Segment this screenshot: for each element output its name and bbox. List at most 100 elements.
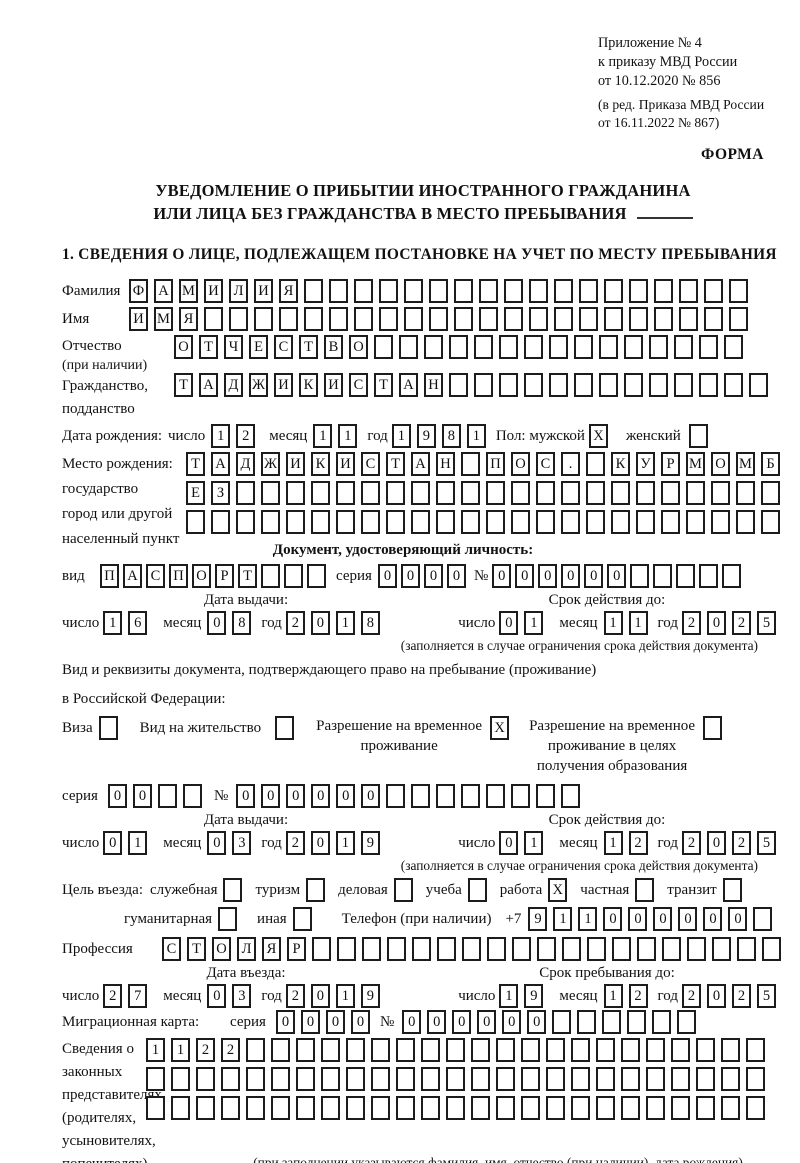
char-cell[interactable]: М: [686, 452, 705, 476]
char-cell[interactable]: У: [636, 452, 655, 476]
char-cell[interactable]: [254, 307, 273, 331]
purpose-tourism-checkbox[interactable]: [306, 878, 326, 902]
char-cell[interactable]: [629, 279, 648, 303]
char-cell[interactable]: 2: [285, 831, 305, 855]
char-cell[interactable]: [521, 1096, 540, 1120]
char-cell[interactable]: О: [212, 937, 231, 961]
char-cell[interactable]: С: [361, 452, 380, 476]
char-cell[interactable]: 2: [682, 831, 701, 855]
char-cell[interactable]: [611, 510, 630, 534]
char-cell[interactable]: 0: [653, 907, 673, 931]
char-cell[interactable]: 0: [103, 831, 123, 855]
char-cell[interactable]: [586, 452, 605, 476]
char-cell[interactable]: И: [204, 279, 223, 303]
char-cell[interactable]: 8: [441, 424, 461, 448]
char-cell[interactable]: С: [146, 564, 165, 588]
char-cell[interactable]: 0: [423, 564, 443, 588]
char-cell[interactable]: П: [169, 564, 188, 588]
char-cell[interactable]: 2: [732, 831, 751, 855]
char-cell[interactable]: [761, 510, 780, 534]
char-cell[interactable]: 1: [603, 984, 623, 1008]
char-cell[interactable]: 0: [207, 984, 227, 1008]
char-cell[interactable]: 0: [402, 1010, 422, 1034]
char-cell[interactable]: 8: [360, 611, 380, 635]
char-cell[interactable]: Я: [179, 307, 198, 331]
char-cell[interactable]: [679, 279, 698, 303]
char-cell[interactable]: Б: [761, 452, 780, 476]
char-cell[interactable]: 0: [300, 1010, 320, 1034]
char-cell[interactable]: [446, 1096, 465, 1120]
char-cell[interactable]: 0: [603, 907, 623, 931]
char-cell[interactable]: [512, 937, 531, 961]
char-cell[interactable]: Ф: [129, 279, 148, 303]
char-cell[interactable]: [686, 510, 705, 534]
char-cell[interactable]: С: [274, 335, 293, 359]
char-cell[interactable]: М: [736, 452, 755, 476]
char-cell[interactable]: Р: [661, 452, 680, 476]
char-cell[interactable]: [329, 307, 348, 331]
char-cell[interactable]: 3: [232, 984, 252, 1008]
char-cell[interactable]: [449, 335, 468, 359]
char-cell[interactable]: [611, 481, 630, 505]
char-cell[interactable]: [746, 1096, 765, 1120]
char-cell[interactable]: [649, 373, 668, 397]
char-cell[interactable]: 2: [285, 984, 305, 1008]
char-cell[interactable]: [321, 1038, 340, 1062]
char-cell[interactable]: Т: [299, 335, 318, 359]
char-cell[interactable]: [661, 481, 680, 505]
char-cell[interactable]: [554, 307, 573, 331]
char-cell[interactable]: [646, 1067, 665, 1091]
char-cell[interactable]: 0: [400, 564, 420, 588]
char-cell[interactable]: [646, 1038, 665, 1062]
char-cell[interactable]: [182, 784, 202, 808]
char-cell[interactable]: [396, 1067, 415, 1091]
char-cell[interactable]: 0: [336, 784, 356, 808]
char-cell[interactable]: И: [324, 373, 343, 397]
char-cell[interactable]: [374, 335, 393, 359]
char-cell[interactable]: Я: [262, 937, 281, 961]
purpose-business-checkbox[interactable]: [393, 878, 413, 902]
char-cell[interactable]: 0: [310, 611, 330, 635]
char-cell[interactable]: .: [561, 452, 580, 476]
char-cell[interactable]: [411, 510, 430, 534]
char-cell[interactable]: К: [611, 452, 630, 476]
char-cell[interactable]: [421, 1067, 440, 1091]
char-cell[interactable]: [546, 1096, 565, 1120]
char-cell[interactable]: 0: [678, 907, 698, 931]
char-cell[interactable]: [236, 510, 255, 534]
char-cell[interactable]: [396, 1038, 415, 1062]
char-cell[interactable]: 5: [757, 611, 776, 635]
purpose-transit-checkbox[interactable]: [722, 878, 742, 902]
char-cell[interactable]: [746, 1038, 765, 1062]
char-cell[interactable]: [454, 279, 473, 303]
char-cell[interactable]: 0: [538, 564, 558, 588]
char-cell[interactable]: [496, 1038, 515, 1062]
char-cell[interactable]: 2: [732, 984, 751, 1008]
char-cell[interactable]: [486, 510, 505, 534]
char-cell[interactable]: [296, 1096, 315, 1120]
char-cell[interactable]: [629, 307, 648, 331]
char-cell[interactable]: 0: [477, 1010, 497, 1034]
char-cell[interactable]: [454, 307, 473, 331]
char-cell[interactable]: 2: [236, 424, 256, 448]
char-cell[interactable]: 0: [207, 611, 227, 635]
char-cell[interactable]: [699, 373, 718, 397]
char-cell[interactable]: [499, 373, 518, 397]
char-cell[interactable]: [354, 307, 373, 331]
char-cell[interactable]: [361, 510, 380, 534]
char-cell[interactable]: П: [100, 564, 119, 588]
char-cell[interactable]: 2: [196, 1038, 215, 1062]
char-cell[interactable]: М: [179, 279, 198, 303]
char-cell[interactable]: [736, 481, 755, 505]
char-cell[interactable]: [511, 481, 530, 505]
char-cell[interactable]: 0: [361, 784, 381, 808]
char-cell[interactable]: И: [129, 307, 148, 331]
char-cell[interactable]: О: [192, 564, 211, 588]
char-cell[interactable]: [621, 1096, 640, 1120]
char-cell[interactable]: [296, 1038, 315, 1062]
char-cell[interactable]: [386, 784, 406, 808]
char-cell[interactable]: 0: [310, 984, 330, 1008]
char-cell[interactable]: [624, 373, 643, 397]
char-cell[interactable]: Е: [249, 335, 268, 359]
residence-permit-checkbox[interactable]: [275, 716, 295, 740]
